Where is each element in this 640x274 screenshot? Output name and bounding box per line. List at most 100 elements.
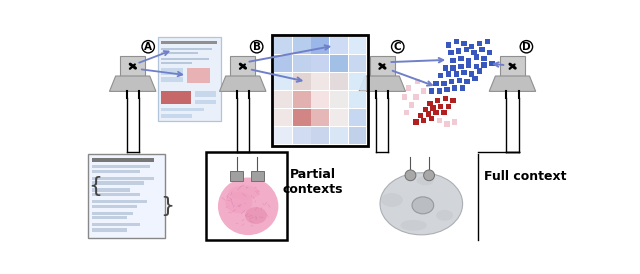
Bar bbox=[272, 35, 368, 146]
Bar bbox=[433, 110, 439, 115]
Bar bbox=[161, 62, 192, 64]
Bar bbox=[474, 64, 479, 69]
Bar bbox=[370, 56, 395, 76]
Bar bbox=[88, 154, 165, 238]
Bar bbox=[481, 56, 487, 61]
Circle shape bbox=[405, 170, 416, 181]
Bar bbox=[161, 58, 209, 60]
Ellipse shape bbox=[381, 193, 403, 207]
Bar bbox=[441, 81, 447, 86]
Bar bbox=[446, 104, 451, 109]
Bar bbox=[451, 58, 456, 63]
Circle shape bbox=[392, 41, 404, 53]
Text: D: D bbox=[522, 42, 531, 52]
Bar bbox=[426, 112, 431, 117]
Bar bbox=[195, 91, 216, 97]
Circle shape bbox=[250, 41, 263, 53]
Ellipse shape bbox=[225, 192, 252, 213]
Bar bbox=[413, 119, 419, 124]
Bar bbox=[443, 96, 448, 101]
Bar bbox=[349, 37, 366, 54]
Bar bbox=[406, 85, 411, 91]
Bar bbox=[452, 85, 458, 91]
Bar bbox=[435, 98, 440, 103]
Bar bbox=[161, 77, 183, 82]
Bar bbox=[469, 72, 474, 77]
Bar bbox=[311, 37, 329, 54]
Polygon shape bbox=[359, 76, 406, 92]
Bar bbox=[457, 78, 462, 83]
Bar bbox=[92, 229, 127, 232]
Bar bbox=[274, 73, 292, 90]
Bar bbox=[456, 48, 461, 54]
Bar bbox=[161, 67, 183, 75]
Bar bbox=[161, 114, 193, 118]
Ellipse shape bbox=[229, 185, 260, 199]
Bar bbox=[252, 171, 264, 181]
Circle shape bbox=[424, 170, 435, 181]
Bar bbox=[274, 109, 292, 126]
Bar bbox=[443, 65, 448, 71]
Bar bbox=[444, 121, 450, 127]
Bar bbox=[477, 68, 482, 74]
Bar bbox=[481, 62, 487, 67]
Bar bbox=[349, 109, 366, 126]
Bar bbox=[408, 102, 414, 108]
Bar bbox=[92, 189, 130, 192]
Bar bbox=[436, 118, 442, 123]
Bar bbox=[161, 91, 191, 104]
Bar bbox=[292, 37, 310, 54]
Bar bbox=[413, 95, 419, 100]
Bar bbox=[428, 101, 433, 106]
Bar bbox=[446, 72, 451, 77]
Bar bbox=[349, 73, 366, 90]
Bar bbox=[230, 171, 243, 181]
Text: Full context: Full context bbox=[484, 170, 566, 183]
Bar bbox=[454, 72, 459, 77]
Bar bbox=[274, 91, 292, 108]
Bar bbox=[429, 88, 434, 94]
Bar bbox=[465, 79, 470, 84]
Bar bbox=[92, 200, 147, 203]
Bar bbox=[157, 37, 221, 121]
Text: A: A bbox=[144, 42, 152, 52]
Bar bbox=[438, 104, 444, 109]
Ellipse shape bbox=[412, 197, 434, 214]
Bar bbox=[487, 50, 492, 55]
Bar bbox=[206, 152, 287, 240]
Bar bbox=[458, 56, 463, 61]
Bar bbox=[92, 177, 154, 180]
Ellipse shape bbox=[401, 220, 427, 231]
Ellipse shape bbox=[245, 207, 267, 224]
Bar bbox=[292, 109, 310, 126]
Bar bbox=[311, 109, 329, 126]
Bar bbox=[292, 55, 310, 72]
Bar bbox=[463, 47, 469, 52]
Bar bbox=[292, 73, 310, 90]
Bar bbox=[330, 109, 348, 126]
Bar bbox=[120, 56, 145, 76]
Bar bbox=[274, 127, 292, 144]
Bar bbox=[418, 113, 423, 118]
Bar bbox=[92, 165, 150, 169]
Text: {: { bbox=[88, 176, 102, 196]
Bar bbox=[438, 73, 444, 78]
Bar bbox=[451, 65, 456, 71]
Bar bbox=[479, 47, 484, 52]
Text: C: C bbox=[394, 42, 401, 52]
Bar bbox=[161, 52, 198, 55]
Bar bbox=[92, 158, 154, 162]
Bar bbox=[415, 79, 420, 84]
Bar bbox=[472, 50, 477, 55]
Bar bbox=[430, 105, 436, 111]
Text: }: } bbox=[161, 196, 175, 216]
Bar bbox=[230, 56, 255, 76]
Bar bbox=[451, 98, 456, 103]
Ellipse shape bbox=[436, 210, 453, 221]
Bar bbox=[161, 47, 212, 50]
Bar bbox=[311, 55, 329, 72]
Bar bbox=[489, 61, 495, 66]
Bar bbox=[469, 44, 474, 49]
Bar bbox=[330, 37, 348, 54]
Bar bbox=[474, 55, 479, 60]
